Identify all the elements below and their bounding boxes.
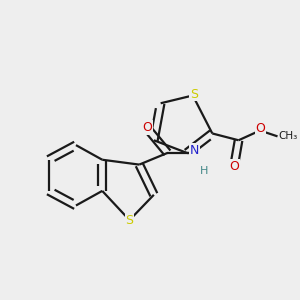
Text: O: O [255, 122, 265, 135]
Text: S: S [190, 88, 198, 100]
Text: O: O [230, 160, 240, 173]
Text: O: O [142, 121, 152, 134]
Text: S: S [125, 214, 134, 226]
Text: H: H [200, 167, 209, 176]
Text: CH₃: CH₃ [279, 131, 298, 141]
Text: N: N [190, 144, 200, 157]
